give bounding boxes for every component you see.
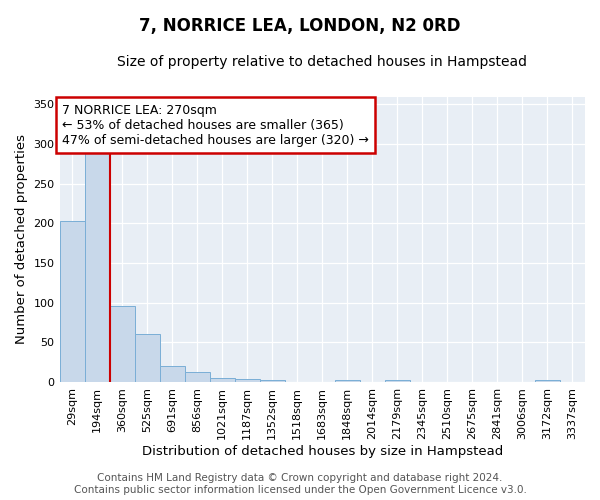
- Bar: [335, 380, 360, 382]
- Text: Contains HM Land Registry data © Crown copyright and database right 2024.
Contai: Contains HM Land Registry data © Crown c…: [74, 474, 526, 495]
- Bar: [160, 366, 185, 382]
- Bar: [385, 380, 410, 382]
- Bar: [59, 221, 85, 382]
- Bar: [85, 152, 110, 382]
- Bar: [134, 334, 160, 382]
- Bar: [235, 379, 260, 382]
- Bar: [185, 372, 209, 382]
- Text: 7, NORRICE LEA, LONDON, N2 0RD: 7, NORRICE LEA, LONDON, N2 0RD: [139, 18, 461, 36]
- X-axis label: Distribution of detached houses by size in Hampstead: Distribution of detached houses by size …: [142, 444, 503, 458]
- Bar: [260, 380, 285, 382]
- Bar: [110, 306, 134, 382]
- Title: Size of property relative to detached houses in Hampstead: Size of property relative to detached ho…: [117, 55, 527, 69]
- Y-axis label: Number of detached properties: Number of detached properties: [15, 134, 28, 344]
- Bar: [535, 380, 560, 382]
- Bar: [209, 378, 235, 382]
- Text: 7 NORRICE LEA: 270sqm
← 53% of detached houses are smaller (365)
47% of semi-det: 7 NORRICE LEA: 270sqm ← 53% of detached …: [62, 104, 369, 146]
